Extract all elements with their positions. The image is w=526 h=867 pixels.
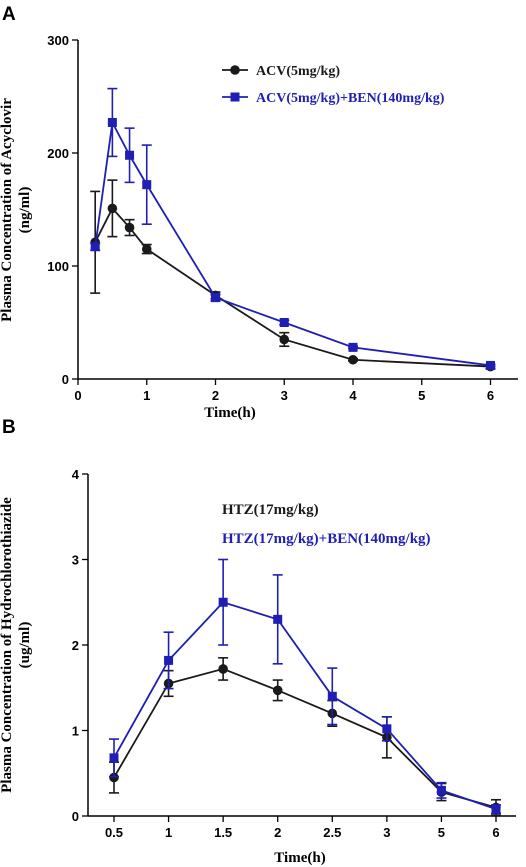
panel-b-series-black-line	[113, 667, 497, 809]
panel-a-x-axis-label: Time(h)	[204, 405, 255, 421]
panel-b-series-blue-point	[218, 597, 228, 607]
panel-b-y-tick-label: 4	[72, 467, 80, 482]
panel-b-legend-label: HTZ(17mg/kg)+BEN(140mg/kg)	[222, 531, 431, 547]
panel-b-x-tick-label: 1	[165, 825, 172, 840]
panel-b-y-axis-label-line2: (ug/ml)	[17, 622, 33, 669]
panel-b-x-tick-label: 2.5	[323, 825, 341, 840]
panel-a-series-blue-point	[90, 242, 100, 252]
panel-b-series-blue-point	[109, 753, 119, 763]
panel-a-x-tick-label: 3	[281, 388, 288, 403]
panel-a-x-tick-label: 5	[418, 388, 425, 403]
panel-b-series-blue-line	[113, 601, 497, 811]
panel-a-series-black-line	[94, 206, 491, 368]
panel-a-series-blue-point	[486, 360, 495, 370]
panel-b-y-axis-label-line1: Plasma Concentration of Hydrochlorothiaz…	[0, 497, 15, 793]
panel-b-letter: B	[2, 417, 16, 438]
panel-a-x-tick-label: 1	[143, 388, 150, 403]
panel-a-series-black-point	[141, 244, 152, 254]
panel-b-x-tick-label: 0.5	[105, 825, 123, 840]
panel-b-series-blue-point	[327, 691, 337, 701]
panel-a-plot: 0 100 200 300 0 1 2 3 4 5 6 ACV(5mg/kg) ACV(5mg/kg)+…	[47, 33, 518, 403]
panel-a-series-black-point	[124, 222, 135, 233]
panel-b-series-blue-point	[382, 724, 392, 734]
panel-b-plot: 0 1 2 3 4 0.5 1 1.5 2 2.5 3 5 6 HTZ(17mg/kg) HTZ(17mg/…	[72, 467, 516, 840]
panel-b-series-blue-point	[436, 785, 446, 795]
panel-a-y-tick-label: 100	[47, 259, 69, 274]
panel-a-legend-marker	[230, 92, 240, 102]
panel-a: A Time(h) Plasma Concentration of Acyclo…	[0, 4, 518, 421]
panel-b-series-black-point	[218, 664, 228, 674]
panel-a-legend-marker	[230, 65, 240, 75]
panel-a-x-tick-label: 4	[349, 388, 357, 403]
panel-b-y-tick-label: 2	[72, 638, 79, 653]
panel-a-x-tick-label: 6	[487, 388, 494, 403]
panel-b-legend-label: HTZ(17mg/kg)	[222, 502, 319, 518]
panel-a-x-tick-label: 0	[74, 388, 81, 403]
panel-b-y-tick-label: 1	[72, 724, 79, 739]
panel-b-series-blue-point	[273, 614, 283, 624]
panel-b-y-tick-label: 3	[72, 553, 79, 568]
panel-a-series-black-point	[107, 203, 118, 214]
panel-b-x-tick-label: 1.5	[214, 825, 232, 840]
panel-a-legend-label: ACV(5mg/kg)+BEN(140mg/kg)	[256, 91, 445, 106]
panel-a-series-blue-point	[348, 342, 358, 352]
panel-a-x-tick-label: 2	[212, 388, 219, 403]
panel-a-series-blue-point	[125, 150, 135, 160]
panel-a-series-blue-point	[279, 318, 289, 327]
panel-b-y-tick-label: 0	[72, 809, 79, 824]
panel-a-series-blue-point	[211, 293, 220, 303]
panel-b-x-axis-label: Time(h)	[274, 850, 325, 866]
panel-a-y-tick-label: 300	[47, 33, 69, 48]
panel-a-y-tick-label: 0	[62, 372, 69, 387]
panel-b-series-black-point	[109, 772, 119, 783]
panel-b-series-blue-point	[491, 804, 501, 814]
panel-a-series-blue-line	[94, 119, 491, 367]
panel-b-series-black-point	[272, 685, 283, 696]
panel-a-y-axis-label-line1: Plasma Concentration of Acyclovir	[0, 98, 15, 322]
panel-b-x-tick-label: 2	[274, 825, 281, 840]
panel-b-x-tick-label: 3	[383, 825, 390, 840]
panel-a-series-blue-point	[107, 117, 117, 127]
panel-b: B Time(h) Plasma Concentration of Hydroc…	[0, 417, 516, 866]
panel-b-series-blue-point	[164, 655, 174, 665]
panel-a-y-tick-label: 200	[47, 146, 69, 161]
panel-a-series-black-point	[348, 354, 358, 365]
panel-b-x-tick-label: 6	[492, 825, 499, 840]
panel-b-x-tick-label: 5	[438, 825, 445, 840]
panel-a-letter: A	[2, 4, 16, 25]
panel-a-legend-label: ACV(5mg/kg)	[256, 64, 340, 79]
panel-a-series-black-point	[279, 334, 290, 345]
panel-a-y-axis-label-line2: (ng/ml)	[17, 187, 33, 234]
panel-a-series-blue-point	[142, 180, 152, 190]
